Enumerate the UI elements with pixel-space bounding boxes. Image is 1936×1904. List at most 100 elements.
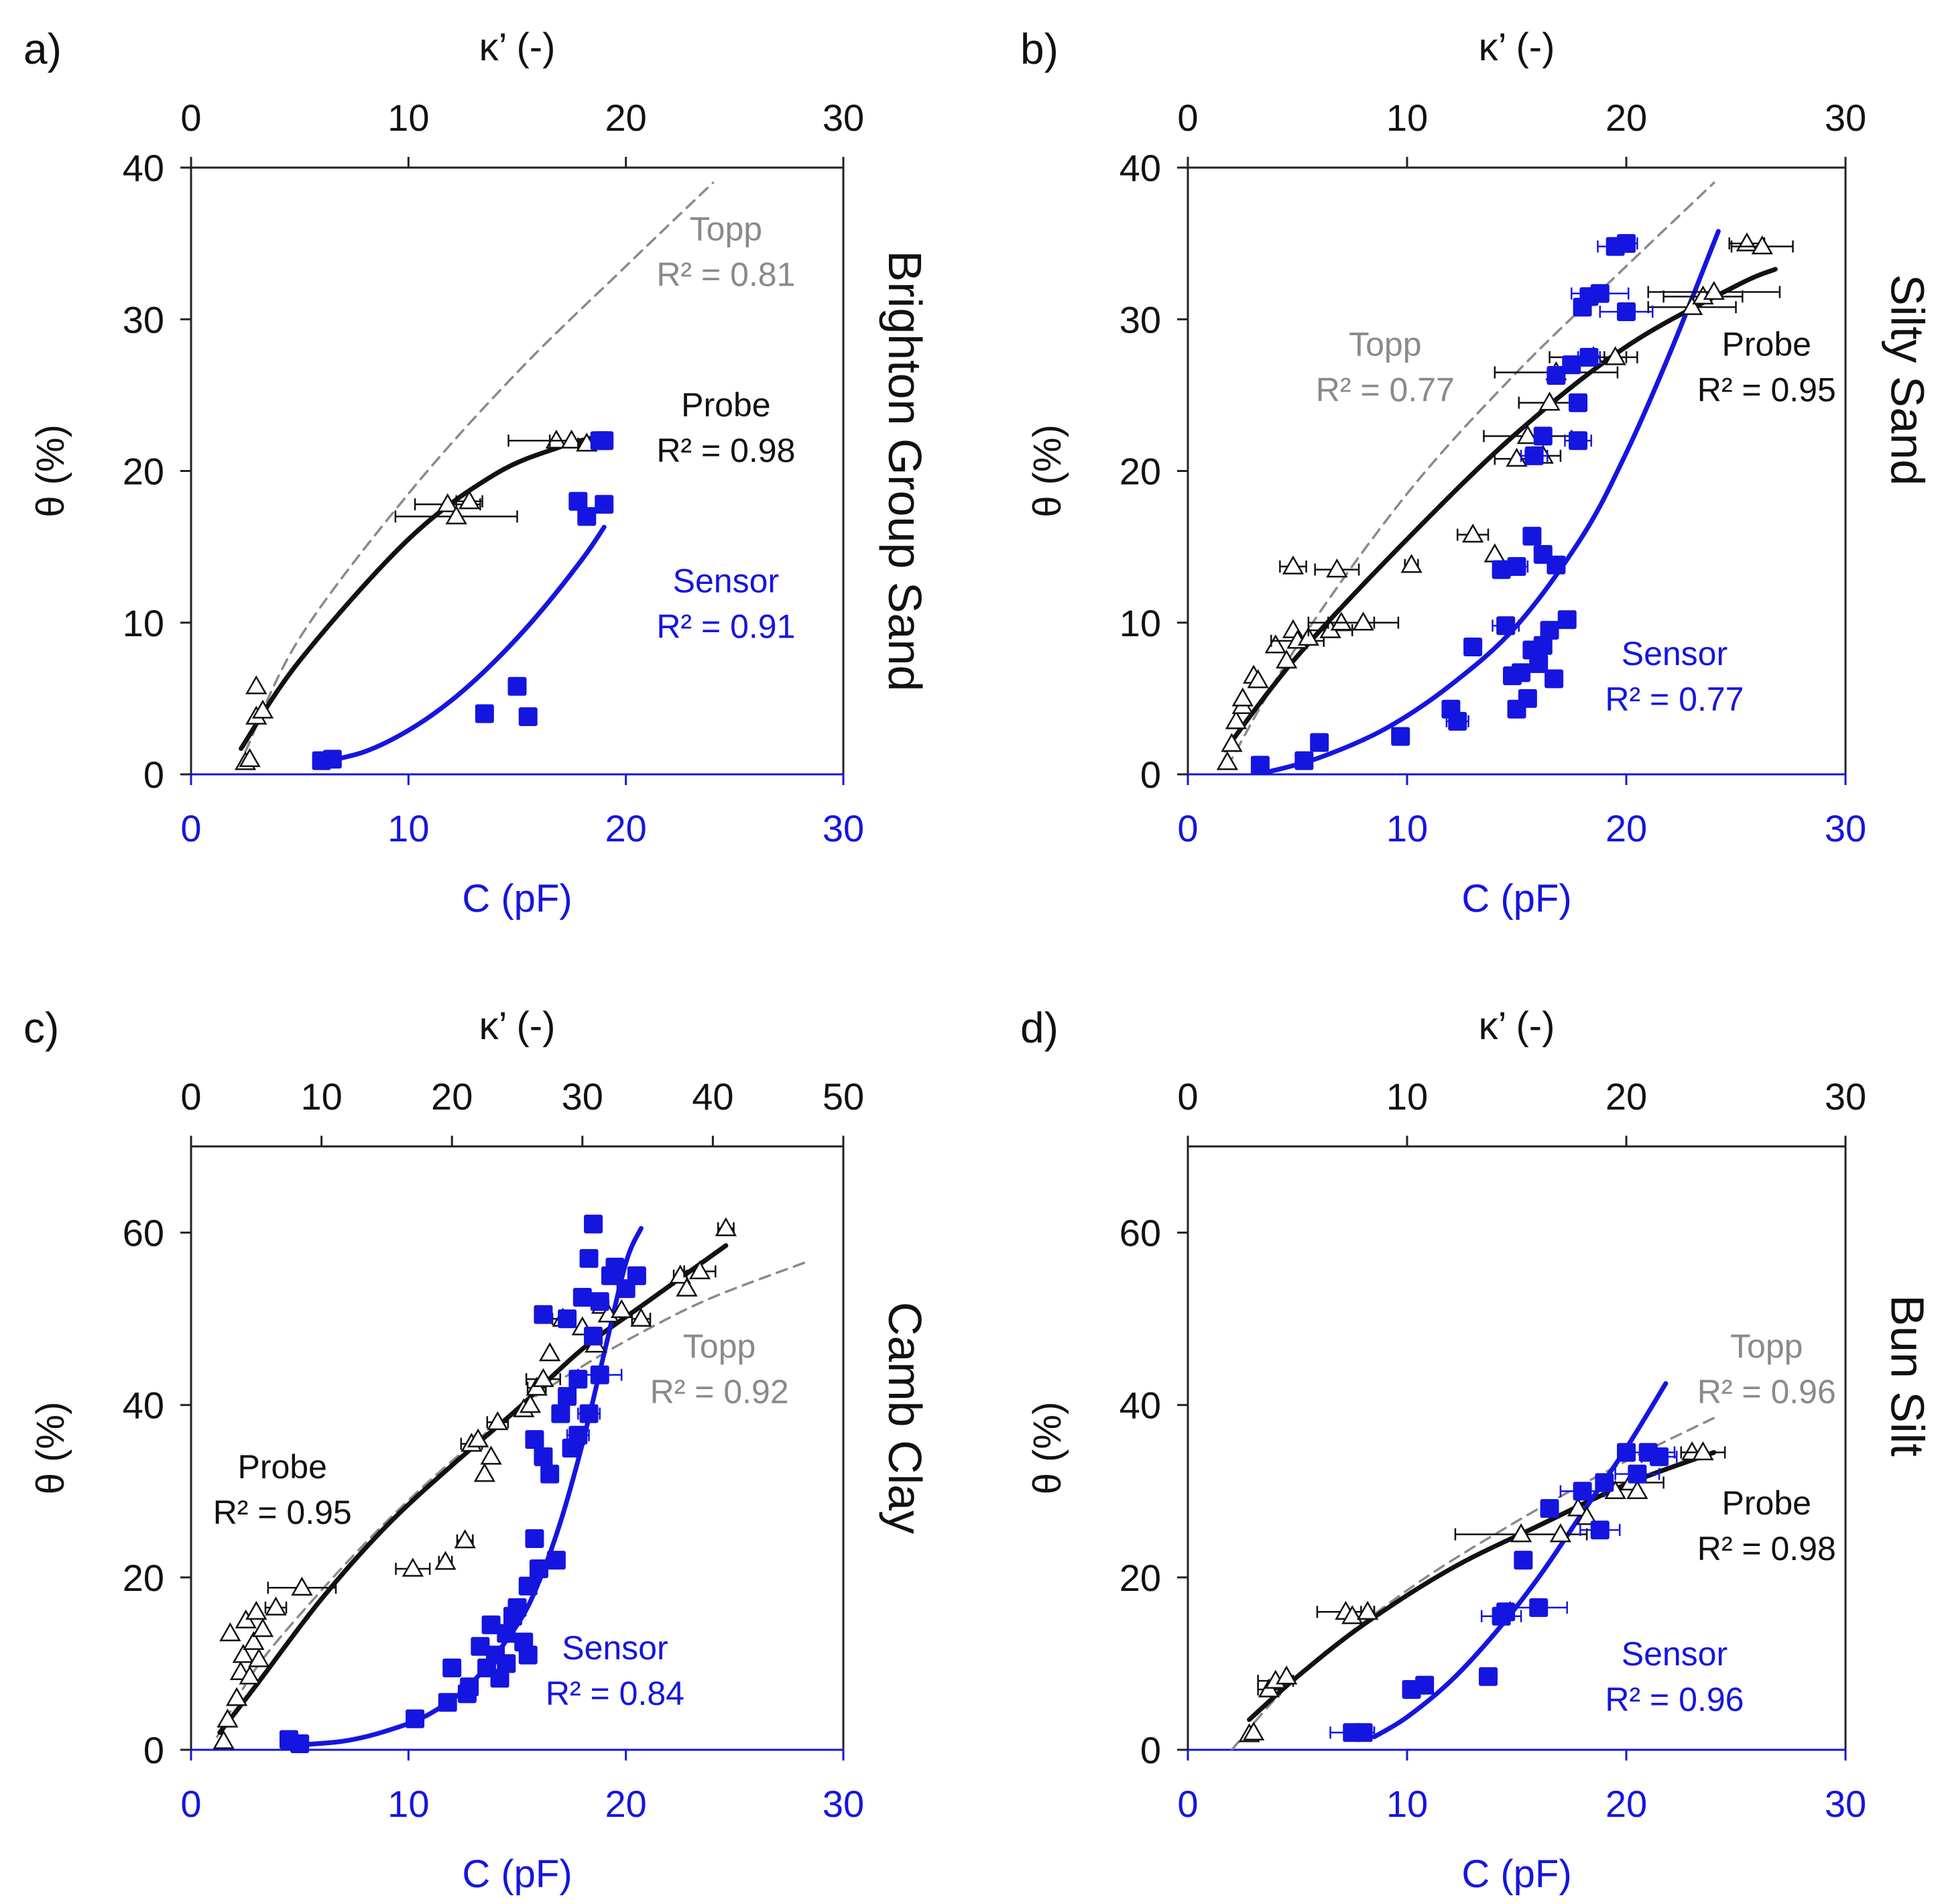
top-axis-title: κ’ (-) [479, 1004, 556, 1048]
probe-point [545, 429, 568, 449]
probe-r2-label: R² = 0.98 [656, 432, 795, 469]
probe-point [1692, 1441, 1714, 1461]
y-tick-label: 30 [1120, 298, 1161, 341]
y-axis-title: θ (%) [29, 424, 72, 518]
probe-label: Probe [1722, 1484, 1811, 1522]
sensor-point [1590, 1521, 1610, 1540]
sensor-point [595, 431, 614, 451]
sensor-point [290, 1734, 310, 1753]
sensor-point [1294, 751, 1314, 770]
sensor-point [1507, 557, 1526, 577]
sensor-point [1250, 756, 1270, 775]
top-tick-label: 30 [823, 97, 864, 139]
top-tick-label: 30 [562, 1075, 603, 1118]
sensor-point [1496, 616, 1516, 636]
top-tick-label: 20 [605, 97, 647, 139]
probe-point [1216, 751, 1239, 770]
y-axis-title: θ (%) [1026, 1402, 1069, 1495]
probe-point [1516, 424, 1539, 444]
probe-point [473, 1463, 496, 1482]
bottom-axis-title: C (pF) [1461, 877, 1571, 920]
sensor-point [605, 1258, 625, 1276]
bottom-axis-title: C (pF) [1461, 1852, 1571, 1896]
top-tick-label: 0 [180, 97, 201, 139]
top-tick-label: 50 [823, 1075, 864, 1118]
y-tick-label: 0 [1140, 1729, 1161, 1771]
sensor-point [584, 1214, 603, 1234]
probe-point [445, 505, 467, 525]
panel-b: 0 10 20 30 0 10 20 30 0 10 20 30 40 κ’ (-) C (pF) θ (%)… [1020, 25, 1934, 920]
probe-fit-curve [1223, 267, 1778, 753]
bottom-tick-label: 0 [180, 1783, 201, 1825]
probe-point [611, 1299, 633, 1319]
probe-r2-label: R² = 0.98 [1697, 1530, 1836, 1567]
sensor-point [1310, 733, 1329, 752]
top-tick-label: 20 [431, 1075, 473, 1118]
sensor-point [1540, 621, 1559, 640]
sensor-point [540, 1464, 560, 1484]
top-axis-title: κ’ (-) [1479, 25, 1555, 69]
sensor-point [518, 707, 538, 727]
topp-fit-curve [244, 181, 715, 753]
probe-point [1510, 1523, 1532, 1543]
probe-point [245, 675, 267, 695]
sensor-point [551, 1404, 570, 1423]
probe-point [538, 1342, 561, 1362]
probe-point [1736, 232, 1758, 251]
y-tick-label: 40 [1120, 1384, 1161, 1427]
sensor-point [1628, 1464, 1647, 1484]
sensor-point [1573, 1482, 1592, 1501]
probe-point [1506, 447, 1528, 467]
bottom-axis-title: C (pF) [462, 877, 572, 920]
sensor-point [1496, 1602, 1516, 1622]
sensor-point [1547, 365, 1566, 385]
sensor-point [518, 1576, 538, 1596]
y-axis-title: θ (%) [29, 1402, 72, 1495]
panel-label: d) [1020, 1004, 1058, 1052]
probe-point [1400, 554, 1423, 573]
sensor-point [568, 491, 588, 511]
top-tick-label: 10 [1386, 1075, 1428, 1118]
sensor-point [558, 1386, 577, 1406]
sensor-r2-label: R² = 0.77 [1605, 680, 1744, 718]
top-tick-label: 0 [180, 1075, 201, 1118]
sensor-point [579, 1249, 599, 1268]
sensor-point [584, 1326, 603, 1346]
sensor-point [1391, 727, 1410, 746]
sensor-point [1463, 637, 1483, 656]
topp-label: Topp [690, 211, 762, 248]
sensor-point [529, 1559, 548, 1578]
sensor-point [490, 1669, 509, 1688]
sensor-label: Sensor [673, 562, 779, 600]
probe-point [532, 1368, 554, 1387]
probe-point [265, 1596, 287, 1616]
probe-point [225, 1687, 248, 1706]
sensor-point [1529, 654, 1549, 673]
y-tick-label: 40 [123, 147, 164, 189]
top-tick-label: 0 [1177, 1075, 1198, 1118]
y-tick-label: 0 [143, 1729, 164, 1771]
sensor-point [568, 1425, 588, 1445]
bottom-tick-label: 20 [1606, 1783, 1647, 1825]
bottom-tick-label: 20 [605, 807, 647, 849]
probe-point [1703, 281, 1725, 300]
bottom-tick-label: 20 [1606, 807, 1647, 849]
y-axis-title: θ (%) [1026, 424, 1069, 518]
sensor-point [481, 1615, 501, 1634]
probe-point [239, 748, 261, 768]
y-tick-label: 10 [123, 602, 164, 644]
soil-name: Silty Sand [1882, 274, 1934, 485]
y-tick-label: 20 [123, 451, 164, 493]
sensor-point [1650, 1447, 1669, 1466]
sensor-point [1617, 302, 1636, 321]
probe-point [1681, 296, 1703, 315]
sensor-label: Sensor [1622, 635, 1728, 672]
sensor-point [1595, 1473, 1614, 1492]
probe-point [1326, 558, 1348, 578]
panel-d: 0 10 20 30 0 10 20 30 0 20 40 60 κ’ (-) C (pF) θ (%) d)… [1020, 1004, 1934, 1896]
probe-point [402, 1557, 424, 1577]
sensor-label: Sensor [562, 1629, 668, 1667]
bottom-tick-label: 30 [1825, 1783, 1866, 1825]
topp-r2-label: R² = 0.77 [1316, 371, 1455, 409]
sensor-point [1579, 347, 1599, 367]
